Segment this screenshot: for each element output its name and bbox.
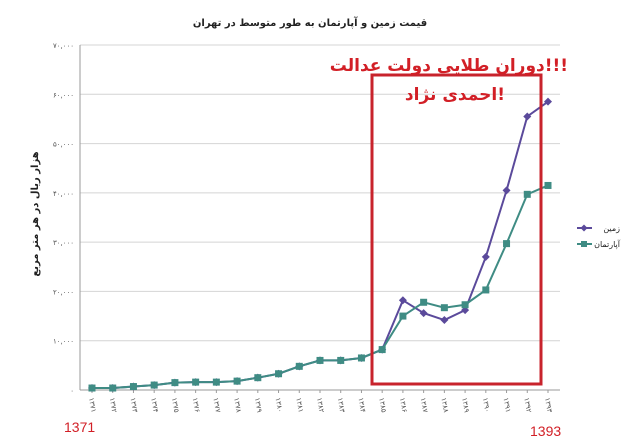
data-point bbox=[192, 378, 200, 386]
data-point bbox=[399, 312, 407, 320]
data-point bbox=[316, 356, 324, 364]
data-point bbox=[337, 356, 345, 364]
x-tick-label: ۱۳۷۳ bbox=[128, 397, 139, 413]
data-point bbox=[440, 316, 449, 325]
data-point bbox=[129, 383, 137, 391]
x-tick-label: ۱۳۷۸ bbox=[232, 397, 243, 413]
data-point bbox=[440, 304, 448, 312]
data-point bbox=[378, 346, 386, 354]
x-tick-label: ۱۳۷۲ bbox=[108, 397, 119, 413]
data-point bbox=[544, 181, 552, 189]
x-tick-label: ۱۳۸۲ bbox=[315, 397, 326, 413]
x-tick-label: ۱۳۸۵ bbox=[377, 397, 388, 413]
x-tick-label: ۱۳۸۶ bbox=[398, 397, 409, 413]
data-point bbox=[275, 370, 283, 378]
x-tick-label: ۱۳۹۳ bbox=[543, 397, 554, 413]
data-point bbox=[419, 309, 428, 318]
x-tick-label: ۱۳۸۹ bbox=[460, 397, 471, 413]
x-tick-label: ۱۳۸۳ bbox=[336, 397, 347, 413]
data-point bbox=[503, 240, 511, 248]
data-point bbox=[109, 384, 117, 392]
chart-title: قیمت زمین و آپارتمان به طور متوسط در تهر… bbox=[193, 16, 427, 29]
x-tick-label: ۱۳۷۶ bbox=[191, 397, 202, 413]
corner-label-left: 1371 bbox=[64, 419, 95, 435]
data-point bbox=[295, 362, 303, 370]
annotation-line-1: دوران طلایی دولت عدالت!!! bbox=[330, 56, 568, 76]
x-tick-label: ۱۳۹۱ bbox=[502, 397, 512, 413]
x-axis-ticks: ۱۳۷۱ ۱۳۷۲ ۱۳۷۳ ۱۳۷۴ ۱۳۷۵ ۱۳۷۶ ۱۳۷۷ ۱۳۷۸ ۱۳۷۹ ۱۳۸۰… bbox=[87, 390, 554, 413]
x-tick-label: ۱۳۷۷ bbox=[211, 397, 222, 413]
data-point bbox=[482, 286, 490, 294]
x-tick-label: ۱۳۸۴ bbox=[356, 397, 367, 413]
y-tick-label: ۵۰,۰۰۰ bbox=[53, 141, 74, 149]
data-point bbox=[254, 374, 262, 382]
x-tick-label: ۱۳۷۴ bbox=[149, 397, 160, 413]
grid bbox=[79, 44, 560, 391]
data-point bbox=[461, 301, 469, 309]
data-point bbox=[398, 296, 407, 305]
x-tick-label: ۱۳۸۱ bbox=[294, 397, 304, 413]
data-point bbox=[523, 190, 531, 198]
y-tick-label: ۰ bbox=[70, 387, 74, 395]
corner-label-right: 1393 bbox=[530, 423, 561, 439]
highlight-box bbox=[370, 73, 543, 386]
y-tick-label: ۷۰,۰۰۰ bbox=[53, 42, 74, 50]
data-point bbox=[420, 298, 428, 306]
data-point bbox=[233, 377, 241, 385]
x-tick-label: ۱۳۸۰ bbox=[274, 397, 284, 413]
x-tick-label: ۱۳۷۱ bbox=[87, 397, 97, 413]
legend-marker bbox=[581, 241, 587, 247]
data-point bbox=[481, 252, 490, 261]
y-tick-label: ۴۰,۰۰۰ bbox=[53, 190, 74, 198]
legend-marker bbox=[580, 224, 588, 232]
y-tick-label: ۶۰,۰۰۰ bbox=[53, 91, 74, 99]
y-tick-label: ۳۰,۰۰۰ bbox=[53, 239, 74, 247]
data-point bbox=[88, 384, 96, 392]
data-point bbox=[502, 186, 511, 195]
legend: زمین آپارتمان bbox=[577, 224, 621, 249]
x-tick-label: ۱۳۸۷ bbox=[419, 397, 430, 413]
y-tick-label: ۱۰,۰۰۰ bbox=[53, 338, 74, 346]
x-tick-label: ۱۳۹۲ bbox=[522, 397, 533, 413]
legend-label: آپارتمان bbox=[594, 239, 621, 249]
data-point bbox=[212, 378, 220, 386]
data-point bbox=[357, 354, 365, 362]
x-tick-label: ۱۳۷۹ bbox=[253, 397, 264, 413]
x-tick-label: ۱۳۸۸ bbox=[439, 397, 450, 413]
series bbox=[88, 97, 552, 393]
x-tick-label: ۱۳۷۵ bbox=[170, 397, 181, 413]
legend-label: زمین bbox=[603, 224, 620, 233]
y-axis-ticks: ۰ ۱۰,۰۰۰ ۲۰,۰۰۰ ۳۰,۰۰۰ ۴۰,۰۰۰ ۵۰,۰۰۰ ۶۰,۰۰۰ ۷۰,… bbox=[53, 42, 74, 395]
x-tick-label: ۱۳۹۰ bbox=[481, 397, 491, 413]
data-point bbox=[523, 112, 532, 121]
data-point bbox=[171, 379, 179, 387]
y-axis-label: هزار ریال در هر متر مربع bbox=[30, 151, 41, 276]
annotation-line-2: احمدی نژاد! bbox=[405, 85, 505, 105]
y-tick-label: ۲۰,۰۰۰ bbox=[53, 288, 74, 296]
data-point bbox=[544, 97, 552, 106]
data-point bbox=[150, 381, 158, 389]
